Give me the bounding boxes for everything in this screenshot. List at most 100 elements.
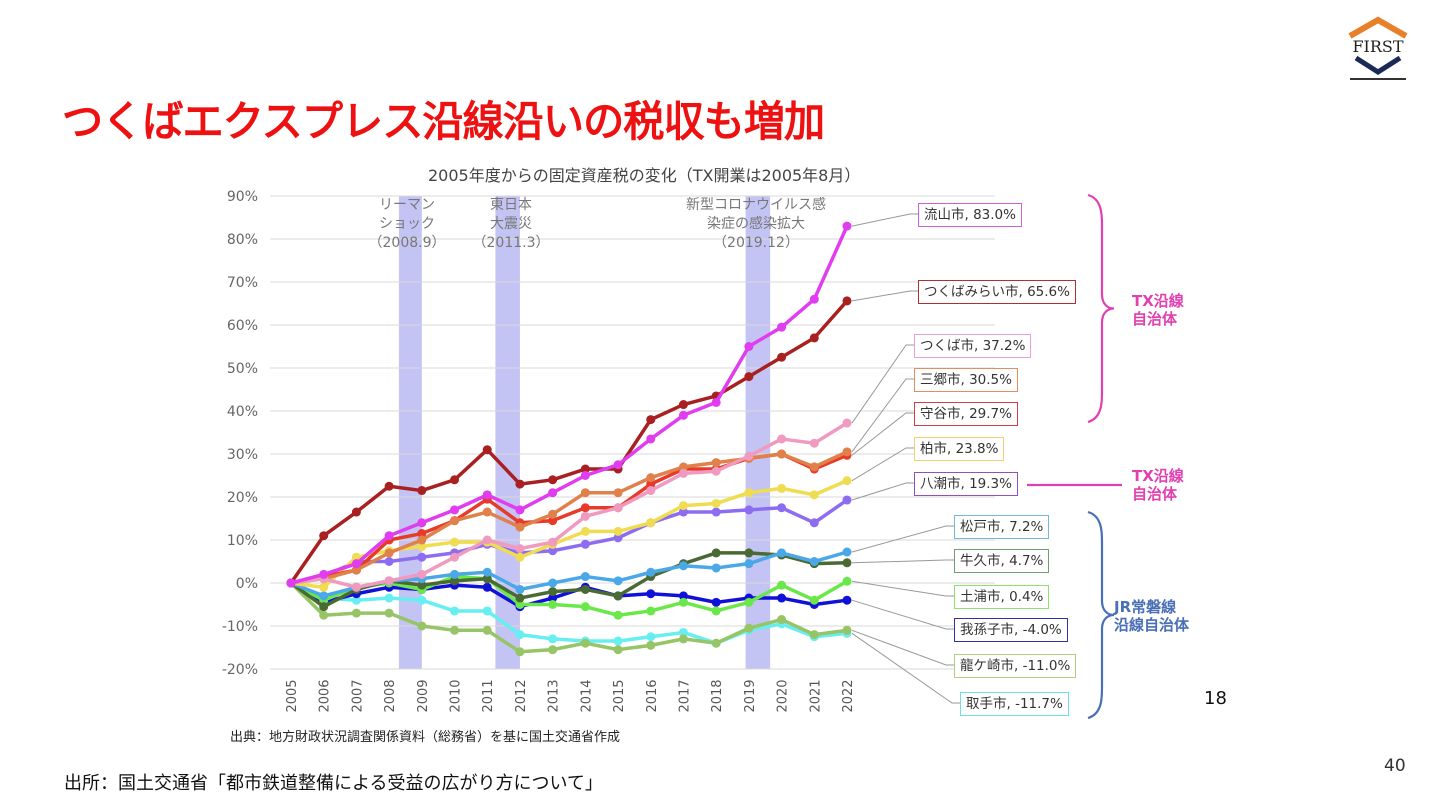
data-point <box>711 548 721 558</box>
group-label-jr-line1: JR常磐線 <box>1114 598 1177 616</box>
leader-line <box>851 599 954 630</box>
data-point <box>777 322 787 332</box>
data-point <box>678 400 688 410</box>
x-tick-label: 2019 <box>743 679 758 712</box>
x-tick-labels: 2005 2006 2007 2008 2009 2010 2011 2012 2013 2014… <box>285 679 856 712</box>
x-tick-label: 2017 <box>677 679 692 712</box>
data-point <box>678 468 688 478</box>
data-point <box>842 495 852 505</box>
data-point <box>351 582 361 592</box>
x-tick-label: 2011 <box>481 679 496 712</box>
logo-roof-icon <box>1348 16 1408 39</box>
shaded-periods <box>398 196 771 669</box>
data-point <box>351 507 361 517</box>
callout-leader-lines <box>851 213 960 704</box>
data-point <box>351 595 361 605</box>
data-point <box>613 533 623 543</box>
data-point <box>678 597 688 607</box>
leader-line <box>851 213 918 227</box>
group-label-tx-2: TX沿線 自治体 <box>1132 467 1184 503</box>
data-point <box>711 466 721 476</box>
data-point <box>384 481 394 491</box>
data-point <box>515 479 525 489</box>
data-point <box>613 610 623 620</box>
logo-chevron-icon <box>1354 55 1402 75</box>
data-point <box>548 600 558 609</box>
leader-line <box>851 290 918 302</box>
event-lehman-line1: リーマン <box>379 197 435 213</box>
x-tick-label: 2013 <box>547 679 562 712</box>
data-point <box>482 507 492 517</box>
data-point <box>809 462 819 472</box>
data-point <box>842 221 852 231</box>
data-point <box>417 552 427 562</box>
event-covid-line2: 染症の感染拡大 <box>707 216 805 232</box>
logo-text: FIRST <box>1352 37 1403 56</box>
data-point <box>319 531 329 541</box>
series-line-つくばみらい市 <box>289 299 849 584</box>
x-tick-label: 2006 <box>318 679 333 712</box>
data-point <box>548 509 558 519</box>
data-point <box>548 488 558 498</box>
data-point <box>515 600 525 609</box>
y-tick-labels: -20% -10% 0% 10% 20% 30% 40% 50% 60% 70% 80% 90% <box>222 189 258 678</box>
series-line-流山市 <box>290 225 849 585</box>
data-point <box>678 410 688 420</box>
data-point <box>744 488 754 498</box>
data-point <box>384 576 394 586</box>
data-point <box>450 537 460 547</box>
callout-牛久市: 牛久市, 4.7% <box>954 549 1050 573</box>
event-earthquake-line2: 大震災 <box>490 216 532 232</box>
data-point <box>482 606 492 616</box>
callout-三郷市: 三郷市, 30.5% <box>914 368 1018 392</box>
data-point <box>482 582 492 592</box>
y-tick-label: 0% <box>236 576 258 592</box>
leader-line <box>851 629 954 666</box>
y-tick-label: 10% <box>227 533 258 549</box>
data-point <box>646 589 656 599</box>
x-tick-label: 2021 <box>808 679 823 712</box>
callout-柏市: 柏市, 23.8% <box>914 437 1005 461</box>
data-point <box>384 557 394 566</box>
callout-守谷市: 守谷市, 29.7% <box>914 402 1018 426</box>
data-point <box>777 615 787 625</box>
chart-title: 2005年度からの固定資産税の変化（TX開業は2005年8月） <box>428 166 861 185</box>
data-point <box>548 645 558 655</box>
x-tick-label: 2020 <box>776 679 791 712</box>
data-point <box>319 610 329 620</box>
leader-line <box>851 632 960 704</box>
data-point <box>711 498 721 508</box>
data-point <box>548 634 558 644</box>
data-point <box>842 547 852 557</box>
y-tick-label: 20% <box>227 490 258 506</box>
x-tick-label: 2012 <box>514 679 529 712</box>
data-point <box>450 516 460 526</box>
x-tick-label: 2022 <box>841 679 856 712</box>
data-point <box>711 606 721 616</box>
series-line-取手市 <box>290 581 848 645</box>
series-line-つくば市 <box>290 421 848 590</box>
y-tick-label: 90% <box>227 189 258 205</box>
data-point <box>711 458 721 468</box>
data-point <box>842 447 852 457</box>
callout-つくばみらい市: つくばみらい市, 65.6% <box>918 280 1076 304</box>
callout-我孫子市: 我孫子市, -4.0% <box>954 618 1068 642</box>
data-point <box>809 438 819 448</box>
data-point <box>580 511 590 521</box>
data-point <box>384 531 394 541</box>
data-point <box>646 486 656 496</box>
leader-line <box>851 378 914 453</box>
y-tick-label: 80% <box>227 232 258 248</box>
data-point <box>809 333 819 343</box>
y-tick-label: 50% <box>227 361 258 377</box>
data-point <box>711 507 721 517</box>
data-point <box>515 522 525 532</box>
data-point <box>711 597 721 607</box>
y-tick-label: 40% <box>227 404 258 420</box>
data-point <box>417 535 427 545</box>
event-earthquake-line3: （2011.3） <box>472 235 550 251</box>
group-label-tx-2-line1: TX沿線 <box>1132 467 1184 485</box>
data-point <box>777 352 787 362</box>
data-point <box>384 548 394 558</box>
data-point <box>286 578 296 588</box>
